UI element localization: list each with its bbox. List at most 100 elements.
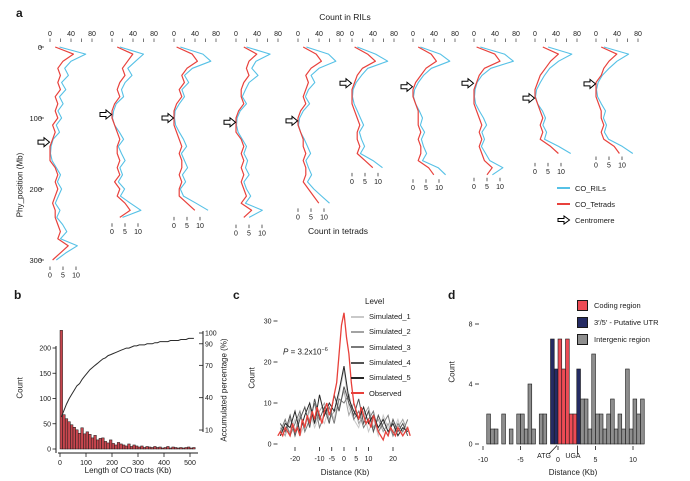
svg-text:0: 0 [350, 31, 354, 38]
panel-b-y-axis-title: Count [15, 377, 25, 399]
count-in-rils-axis: 0 40 80 [350, 31, 398, 42]
svg-text:0: 0 [58, 460, 62, 467]
p-value-annotation: P = 3.2x10−6 [283, 347, 328, 357]
legend-item: Simulated_5 [350, 370, 411, 385]
svg-text:10: 10 [618, 163, 626, 170]
svg-text:10: 10 [365, 456, 373, 463]
svg-text:80: 80 [390, 31, 398, 38]
co-tetrads-line [351, 46, 377, 169]
svg-text:4: 4 [469, 382, 473, 389]
co-rils-line [412, 46, 451, 176]
svg-text:80: 80 [451, 31, 459, 38]
svg-text:200: 200 [39, 346, 51, 353]
panel-b-label: b [14, 288, 22, 302]
svg-text:10: 10 [264, 401, 272, 408]
svg-text:0: 0 [48, 31, 52, 38]
svg-text:0: 0 [234, 31, 238, 38]
chromosome-plot: 0 40 80 0 5 10 [522, 31, 581, 176]
svg-text:80: 80 [573, 31, 581, 38]
legend-box-swatch [575, 300, 590, 311]
svg-text:400: 400 [158, 460, 170, 467]
co-rils-line [351, 46, 389, 169]
centromere-arrow-icon [161, 112, 175, 124]
legend-item: Simulated_3 [350, 340, 411, 355]
observed-line [277, 312, 411, 442]
gene-region-histogram: 0 4 8 -10 -5 0 5 10 ATG UGA [469, 322, 645, 464]
co-tetrads-line [111, 46, 134, 218]
svg-text:0: 0 [172, 31, 176, 38]
legend-label: Centromere [575, 215, 615, 225]
panel-c-label: c [233, 288, 240, 302]
chromosome-plot: 0 40 80 0 5 10 [339, 31, 398, 186]
svg-text:40: 40 [205, 395, 213, 402]
svg-text:10: 10 [205, 428, 213, 435]
legend-item: Intergenic region [575, 331, 659, 348]
co-tetrads-line [173, 46, 199, 211]
phy-tick-label: 100 [29, 113, 42, 123]
panel-d-label: d [448, 288, 456, 302]
co-rils-line [235, 46, 271, 218]
svg-text:0: 0 [172, 223, 176, 230]
legend-item: Observed [350, 385, 411, 400]
svg-text:0: 0 [533, 169, 537, 176]
count-in-rils-axis: 0 40 80 [411, 31, 459, 42]
svg-text:0: 0 [533, 31, 537, 38]
panel-b-right-axis-title: Accumulated percentage (%) [219, 338, 229, 442]
co-rils-line [49, 46, 87, 261]
centromere-arrow-icon [285, 115, 299, 127]
svg-text:5: 5 [247, 231, 251, 238]
simulated_1-line [279, 370, 409, 438]
svg-text:-10: -10 [314, 456, 324, 463]
legend-line-swatch [350, 330, 365, 333]
panel-c-x-axis-title: Distance (Kb) [320, 468, 370, 477]
legend-item: 3′/5′ - Putative UTR [575, 314, 659, 331]
chromosome-plot: 0 40 80 0 5 10 [37, 31, 96, 280]
svg-text:UGA: UGA [565, 453, 581, 460]
count-in-tetrads-axis: 0 5 10 [48, 266, 80, 280]
legend-label: Observed [369, 388, 402, 398]
co-tetrads-line [595, 46, 620, 154]
svg-text:0: 0 [342, 456, 346, 463]
svg-text:40: 40 [369, 31, 377, 38]
legend-item: Simulated_1 [350, 309, 411, 324]
svg-text:0: 0 [234, 231, 238, 238]
svg-text:ATG: ATG [537, 453, 551, 460]
centromere-arrow-icon [223, 116, 237, 128]
count-in-rils-axis: 0 40 80 [472, 31, 520, 42]
svg-text:20: 20 [389, 456, 397, 463]
svg-text:0: 0 [556, 457, 560, 464]
centromere-arrow-icon [583, 78, 597, 90]
panel-d-x-axis-title: Distance (Kb) [548, 468, 598, 477]
svg-text:5: 5 [363, 179, 367, 186]
legend-label: Simulated_2 [369, 327, 411, 337]
count-in-rils-axis: 0 40 80 [533, 31, 581, 42]
panel-a-top-axis-title: Count in RILs [319, 12, 371, 22]
legend-line-swatch [350, 346, 365, 349]
co-tetrads-line [49, 46, 75, 261]
legend-item: Centromere [556, 212, 615, 228]
co-rils-line [173, 46, 212, 211]
svg-text:80: 80 [150, 31, 158, 38]
svg-text:40: 40 [430, 31, 438, 38]
svg-text:80: 80 [634, 31, 642, 38]
count-in-tetrads-axis: 0 5 10 [234, 224, 266, 238]
svg-text:10: 10 [629, 457, 637, 464]
legend-item: Simulated_2 [350, 324, 411, 339]
chromosome-plot: 0 40 80 0 5 10 [99, 31, 158, 236]
legend-label: CO_Tetrads [575, 199, 616, 209]
svg-text:10: 10 [374, 179, 382, 186]
svg-text:10: 10 [134, 229, 142, 236]
svg-text:-5: -5 [329, 456, 335, 463]
svg-text:0: 0 [268, 442, 272, 449]
gene-marks: ATG UGA [537, 445, 581, 460]
centromere-arrow-icon [339, 77, 353, 89]
centromere-arrow-icon [461, 77, 475, 89]
svg-text:150: 150 [39, 371, 51, 378]
legend-label: 3′/5′ - Putative UTR [594, 318, 659, 327]
legend-item: Coding region [575, 297, 659, 314]
centromere-arrow-icon [556, 215, 571, 225]
phy-tick-label: 300 [29, 255, 42, 265]
svg-text:5: 5 [607, 163, 611, 170]
svg-text:-5: -5 [517, 457, 523, 464]
panel-a-bottom-axis-title: Count in tetrads [307, 226, 368, 236]
